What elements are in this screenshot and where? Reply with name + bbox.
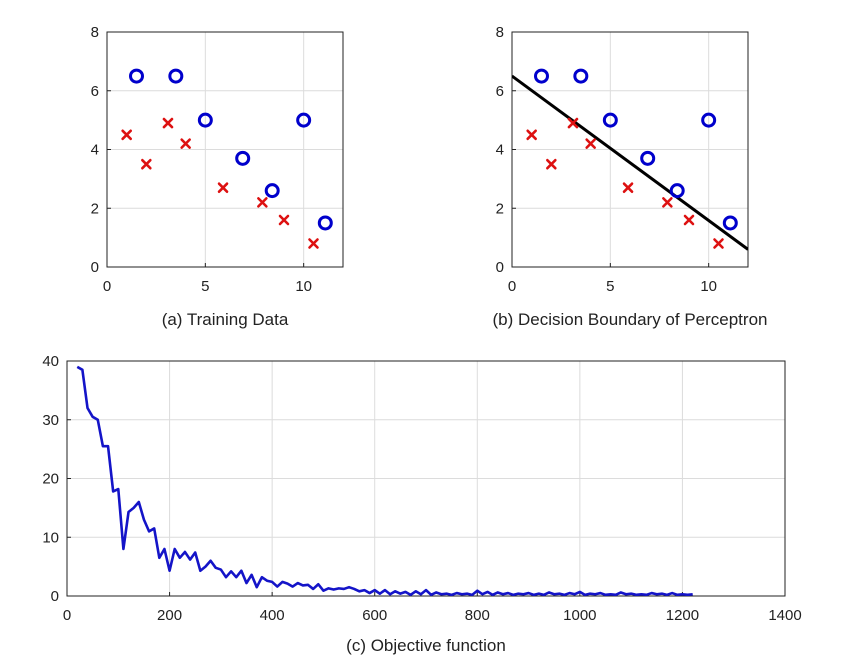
panel-a-circle-point-0 [129,68,144,84]
panel-a-plot-area [121,68,333,249]
panel-b-circle-point-2 [602,112,618,128]
panel-a-ytick-label-2: 4 [91,142,99,159]
panel-b-x-point-0 [526,129,537,141]
panel-a-x-point-5 [257,197,268,208]
panel-c-ytick-label-4: 40 [42,353,59,370]
panel-a-x-point-2 [162,117,174,129]
panel-c-xtick-label-1: 200 [157,607,182,624]
panel-a-x-point-1 [141,158,152,170]
panel-b-ytick-label-1: 2 [496,200,504,217]
panel-c-xtick-label-5: 1000 [563,607,596,624]
panel-c-plot-area [76,365,693,596]
panel-a-x-point-6 [278,214,290,226]
panel-c-series-0-line [76,365,693,596]
panel-a-circle-point-5 [296,112,312,128]
panel-b-xtick-label-2: 10 [700,278,717,295]
panel-b-decision-boundary-line [512,74,748,251]
panel-a-ytick-label-3: 6 [91,83,99,100]
panel-b-x-point-3 [585,138,596,149]
panel-a-circle-point-1 [168,68,184,84]
panel-b-ytick-label-3: 6 [496,83,504,100]
panel-c-xtick-label-3: 600 [362,607,387,624]
panel-c-caption: (c) Objective function [346,636,506,655]
panel-c-xtick-label-0: 0 [63,607,71,624]
panel-c-ytick-label-2: 20 [42,471,59,488]
panel-b-x-point-4 [622,182,634,193]
panel-b-xtick-label-0: 0 [508,278,516,295]
panel-a-ytick-label-4: 8 [91,24,99,41]
panel-b-ytick-label-2: 4 [496,142,504,159]
panel-c-ytick-label-0: 0 [51,588,59,605]
panel-b-x-point-7 [713,238,724,249]
panel-b-circle-point-0 [534,68,549,84]
panel-a-ytick-label-0: 0 [91,259,99,276]
panel-b-ytick-label-0: 0 [496,259,504,276]
panel-c-xtick-label-2: 400 [260,607,285,624]
panel-c-ytick-label-3: 30 [42,412,59,429]
panel-c-objective-function: 0 200 400 600 800 1000 1200 1400 0 10 20 30 40 (c) Ob… [42,353,801,655]
panel-b-circle-point-3 [640,150,656,166]
panel-a-xtick-label-2: 10 [295,278,312,295]
panel-a-circle-point-4 [264,183,280,199]
panel-a-x-point-4 [217,182,229,193]
panel-b-circle-point-5 [701,112,717,128]
panel-c-xtick-label-7: 1400 [768,607,801,624]
panel-a-x-point-0 [121,129,132,141]
panel-b-caption: (b) Decision Boundary of Perceptron [493,310,768,329]
panel-a-circle-point-6 [317,215,333,231]
panel-a-circle-point-2 [197,112,213,128]
panel-b-x-point-5 [662,197,673,208]
panel-c-ytick-label-1: 10 [42,529,59,546]
panel-a-x-point-3 [180,138,191,149]
panel-c-xtick-label-6: 1200 [666,607,699,624]
panel-a-xtick-label-0: 0 [103,278,111,295]
panel-b-x-point-6 [683,214,695,226]
panel-a-training-data: 0 5 10 0 2 4 6 8 (a) Training Data [91,24,344,329]
panel-b-circle-point-1 [573,68,589,84]
panel-a-caption: (a) Training Data [162,310,289,329]
panel-a-x-point-7 [308,238,319,249]
panel-b-plot-area [512,68,748,251]
panel-b-x-point-2 [567,117,579,129]
panel-b-xtick-label-1: 5 [606,278,614,295]
panel-a-circle-point-3 [235,150,251,166]
panel-a-ytick-label-1: 2 [91,200,99,217]
panel-b-decision-boundary: 0 5 10 0 2 4 6 8 (b) Decision Boundary of Percep… [493,24,768,329]
panel-a-xtick-label-1: 5 [201,278,209,295]
panel-b-ytick-label-4: 8 [496,24,504,41]
panel-b-circle-point-4 [669,183,685,199]
panel-b-x-point-1 [546,158,557,170]
panel-c-xtick-label-4: 800 [465,607,490,624]
panel-b-circle-point-6 [722,215,738,231]
